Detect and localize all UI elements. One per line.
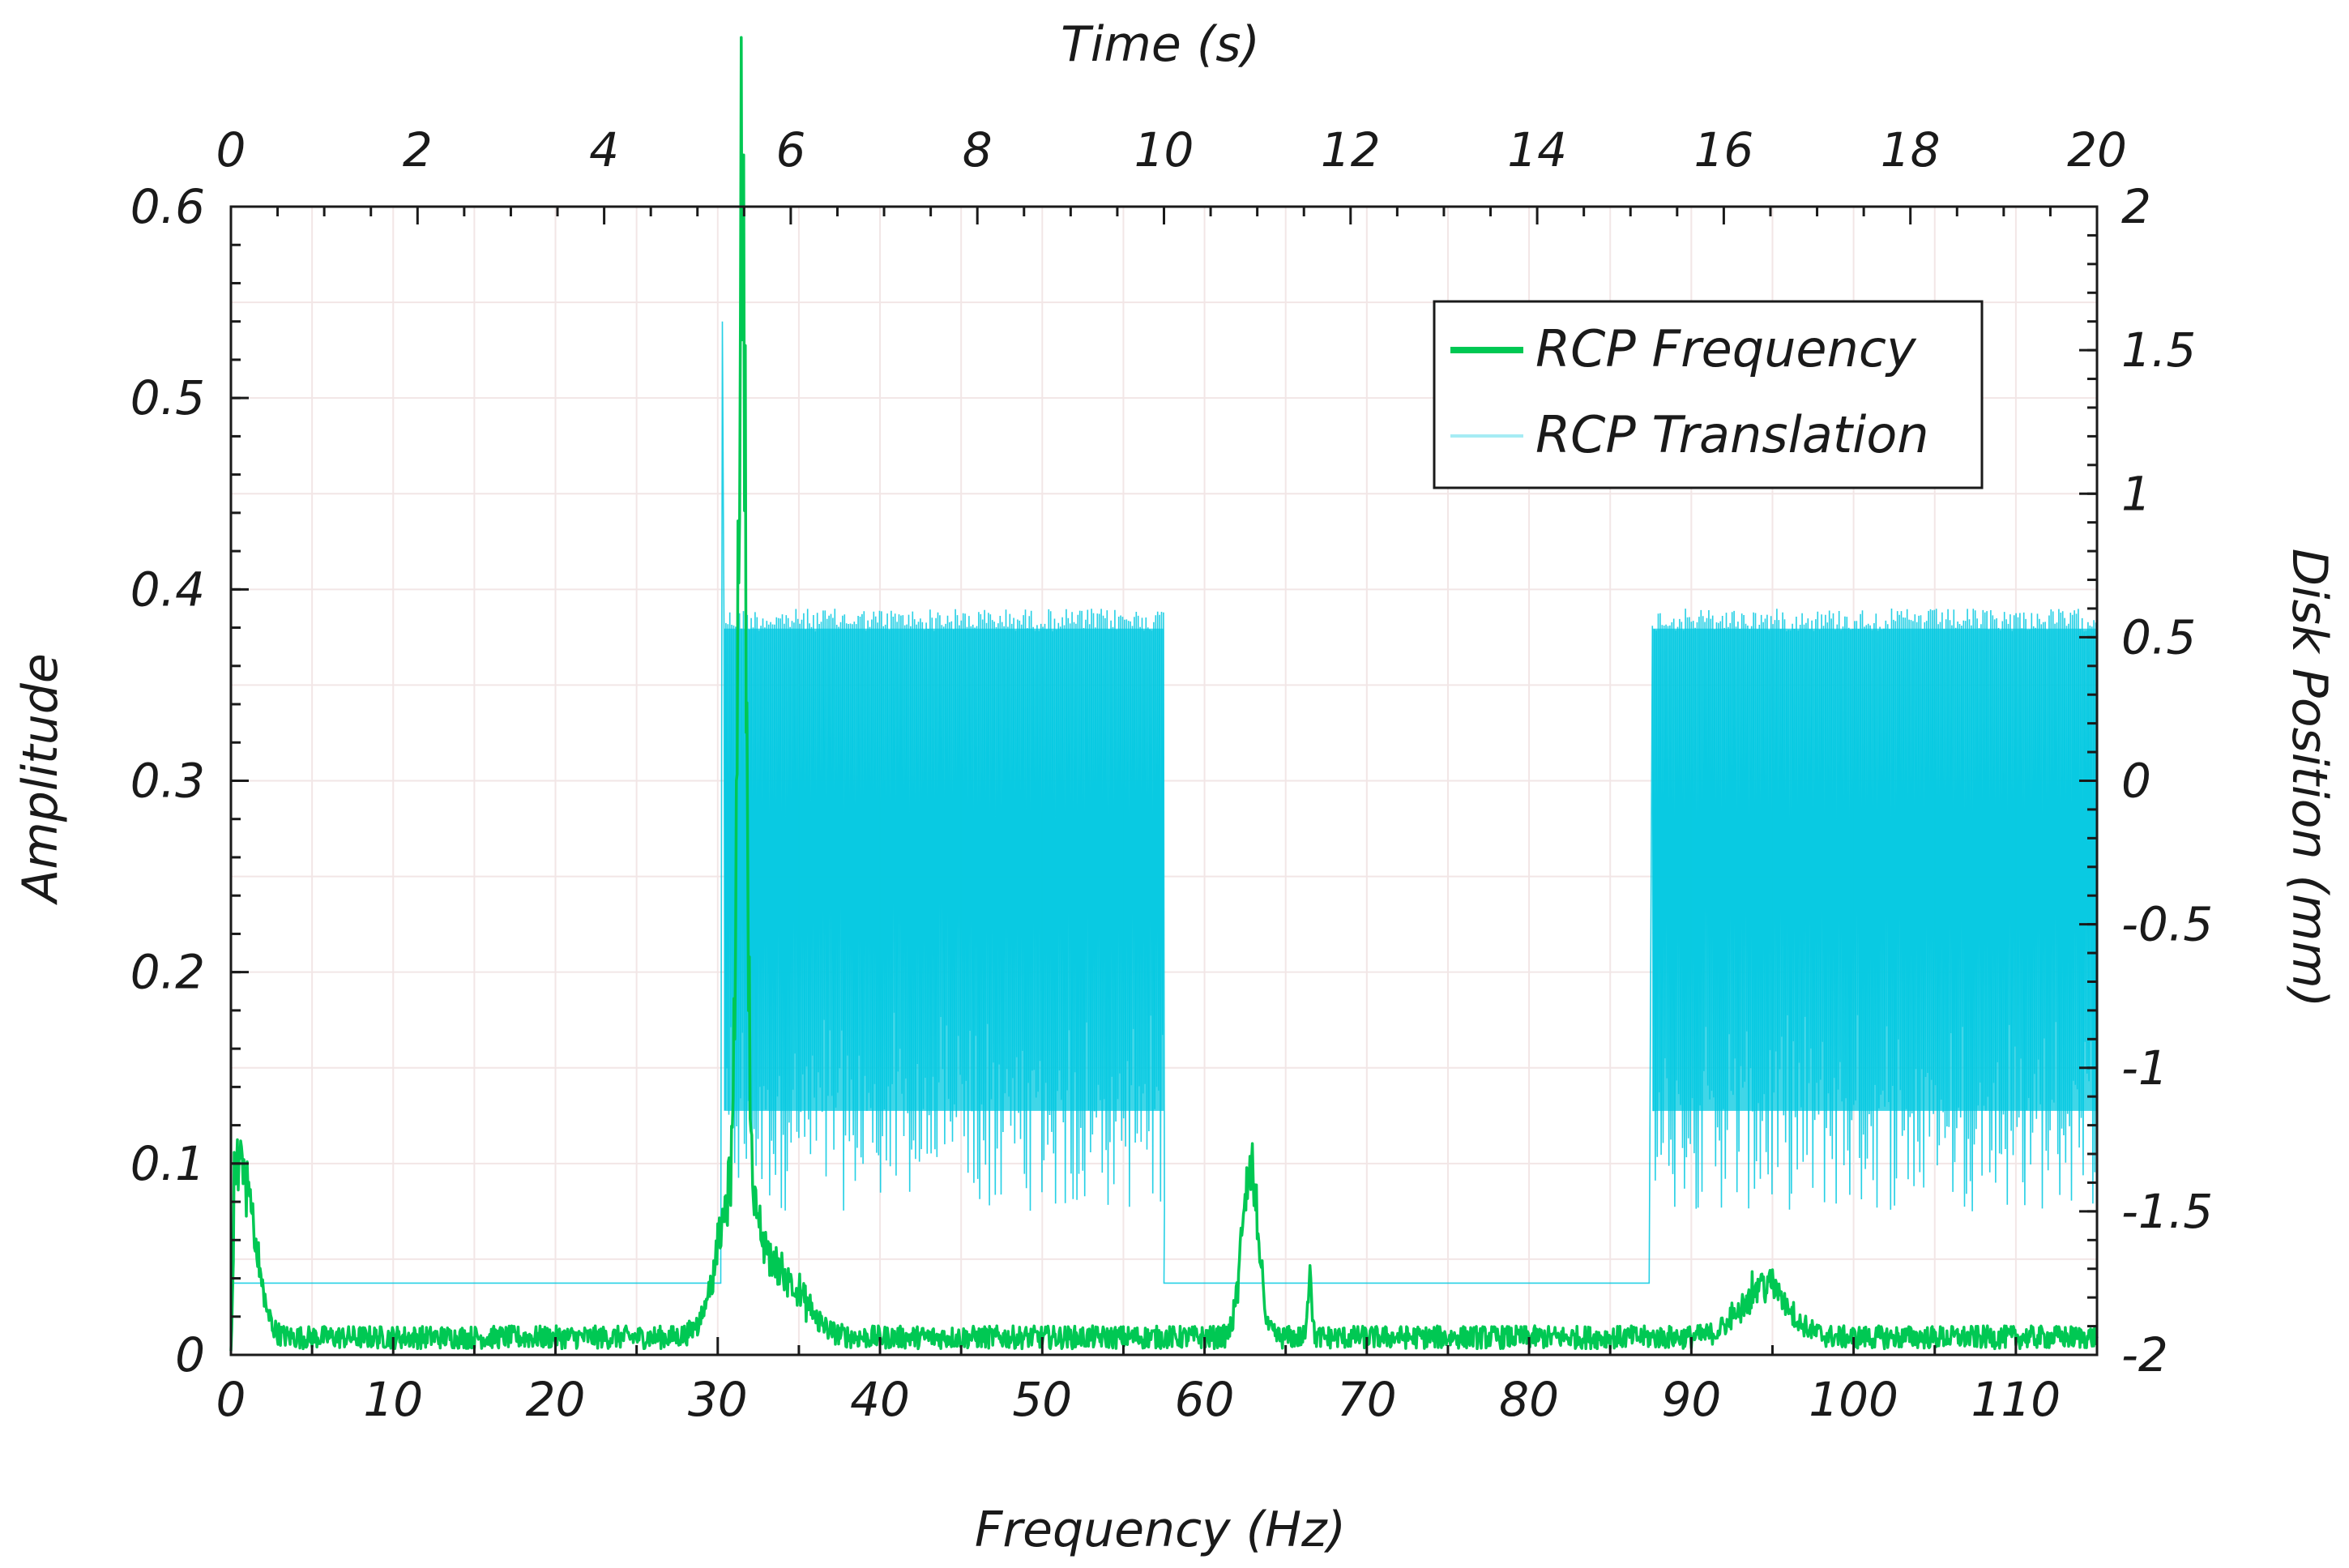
bottom-axis-tick-label: 90 [1661, 1372, 1721, 1427]
legend: RCP Frequency RCP Translation [1433, 300, 1984, 489]
top-axis-tick-label: 4 [589, 122, 619, 177]
rcp-translation-band [1652, 628, 2097, 1111]
bottom-axis-tick-label: 80 [1499, 1372, 1559, 1427]
left-axis-tick-label: 0 [175, 1327, 205, 1382]
left-axis-title: Amplitude [12, 653, 69, 905]
top-axis-tick-label: 10 [1134, 122, 1194, 177]
bottom-axis-tick-label: 20 [526, 1372, 586, 1427]
bottom-axis-tick-label: 0 [216, 1372, 246, 1427]
top-axis-tick-label: 18 [1881, 122, 1941, 177]
top-axis-tick-label: 8 [963, 122, 993, 177]
rcp-frequency-series [229, 36, 2099, 1352]
left-axis-tick-label: 0.2 [130, 945, 205, 1000]
top-axis-tick-label: 2 [403, 122, 433, 177]
right-axis-tick-label: 0.5 [2121, 609, 2196, 664]
right-axis-tick-label: -2 [2121, 1327, 2168, 1382]
top-axis-tick-label: 12 [1321, 122, 1381, 177]
top-axis-tick-label: 6 [775, 122, 805, 177]
right-axis-tick-label: 0 [2121, 754, 2151, 809]
bottom-axis-tick-label: 60 [1175, 1372, 1235, 1427]
right-axis-tick-label: 1 [2121, 466, 2151, 521]
left-axis-tick-label: 0.1 [130, 1136, 205, 1191]
right-axis-tick-label: -1.5 [2121, 1184, 2213, 1239]
legend-label-rcp-frequency: RCP Frequency [1535, 319, 1917, 378]
right-axis-tick-label: 2 [2121, 179, 2151, 234]
bottom-axis-tick-label: 30 [688, 1372, 748, 1427]
rcp-frequency-line [229, 36, 2099, 1352]
bottom-axis-tick-label: 100 [1809, 1372, 1898, 1427]
left-axis-tick-label: 0.3 [130, 754, 205, 809]
bottom-axis-tick-label: 50 [1012, 1372, 1072, 1427]
bottom-axis-tick-label: 70 [1337, 1372, 1397, 1427]
right-axis-title: Disk Position (mm) [2281, 549, 2338, 1007]
bottom-axis-tick-label: 110 [1971, 1372, 2061, 1427]
top-axis-tick-label: 20 [2067, 122, 2127, 177]
legend-box [1433, 300, 1984, 489]
right-axis-tick-label: -1 [2121, 1040, 2168, 1096]
rcp-translation-series [231, 321, 2098, 1284]
right-axis-tick-label: 1.5 [2121, 323, 2196, 378]
left-axis-tick-label: 0.6 [130, 179, 205, 234]
top-axis-tick-label: 0 [216, 122, 246, 177]
top-axis-title: Time (s) [1061, 16, 1260, 73]
bottom-axis-tick-label: 10 [363, 1372, 423, 1427]
rcp-translation-band [724, 628, 1164, 1111]
top-axis-tick-label: 16 [1693, 122, 1753, 177]
right-axis-tick-label: -0.5 [2121, 897, 2213, 952]
left-axis-tick-label: 0.4 [130, 562, 205, 617]
top-axis-tick-label: 14 [1507, 122, 1567, 177]
left-axis-tick-label: 0.5 [130, 370, 205, 425]
legend-label-rcp-translation: RCP Translation [1535, 405, 1929, 464]
bottom-axis-title: Frequency (Hz) [975, 1502, 1346, 1558]
bottom-axis-tick-label: 40 [850, 1372, 910, 1427]
